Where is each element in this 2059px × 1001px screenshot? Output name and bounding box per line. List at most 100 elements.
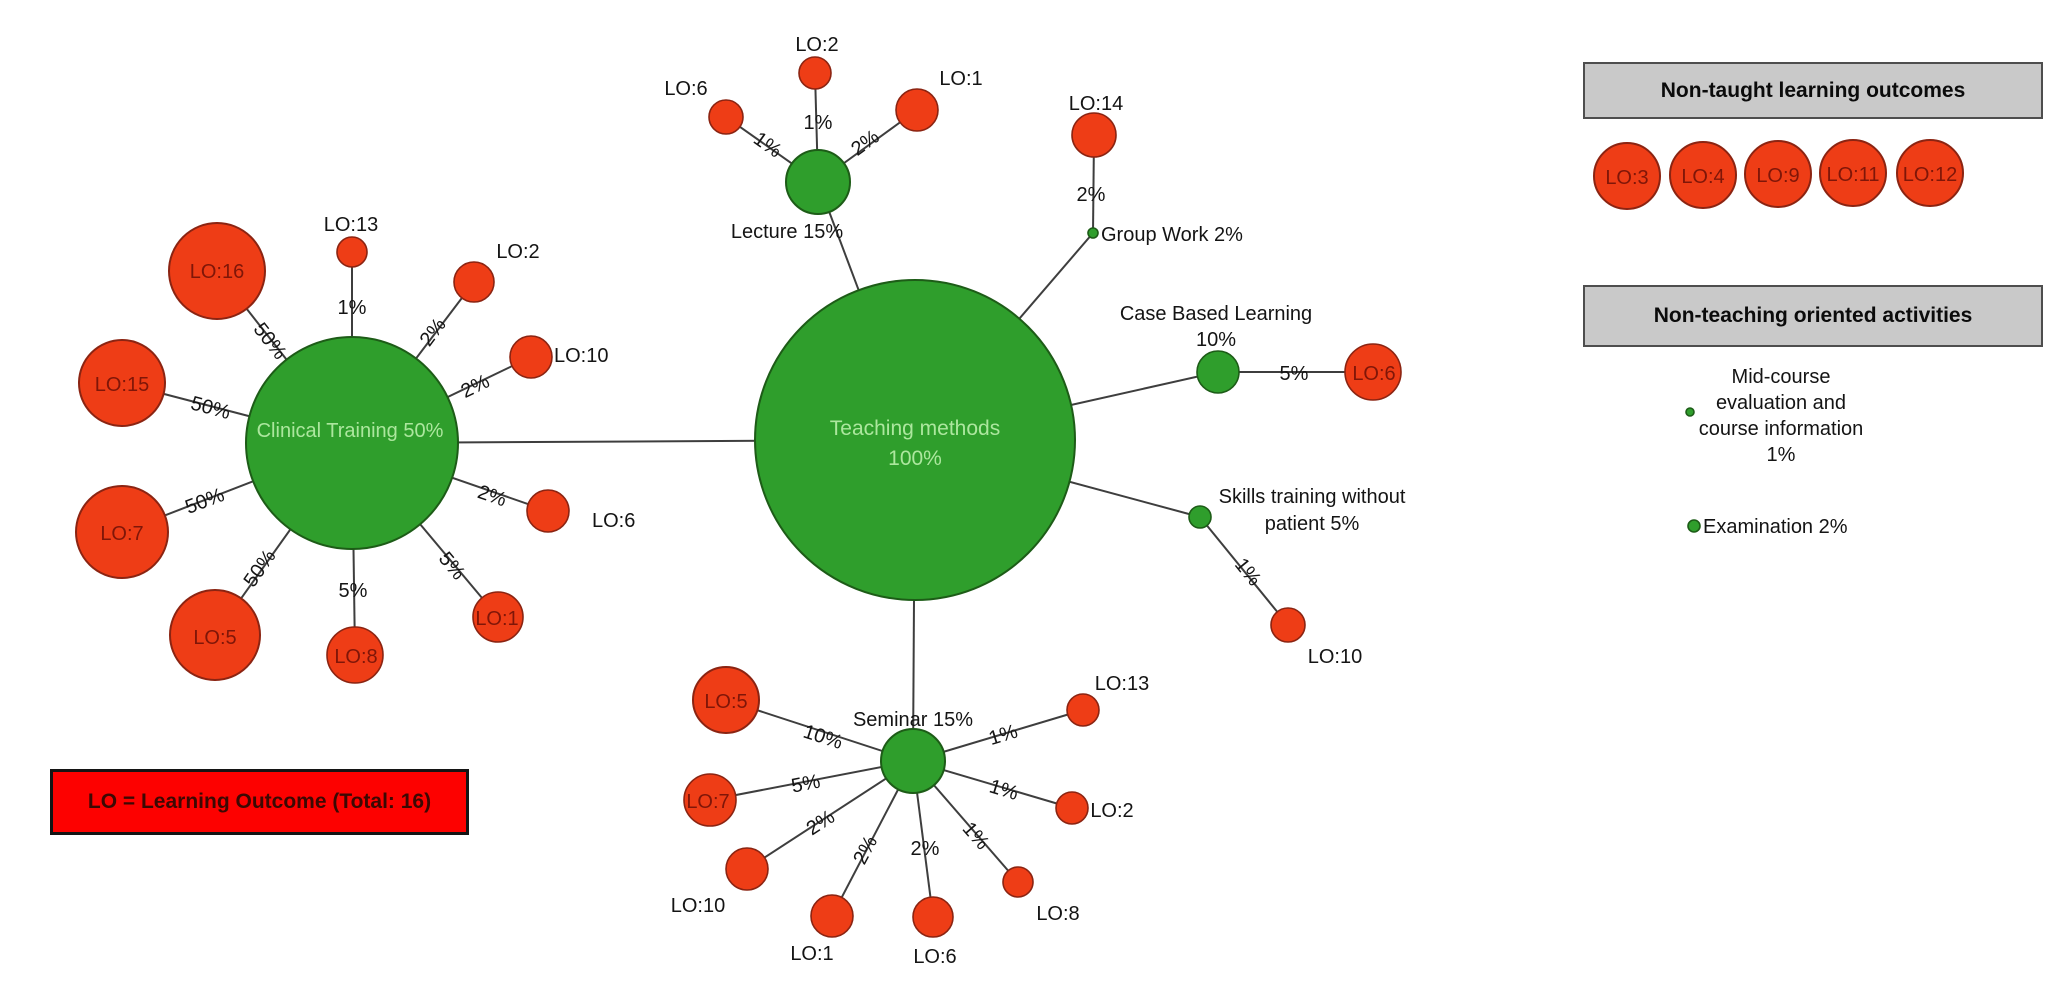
label-sem-lo7: LO:7 [686,791,729,813]
label-nt-lo11: LO:11 [1827,164,1880,186]
label-cbl-lo6: LO:6 [1352,363,1395,385]
label-lecture: Lecture 15% [731,221,844,243]
node-sem-lo2 [1055,791,1089,825]
label-lec-lo6: LO:6 [664,78,707,100]
non-teaching-header-text: Non-teaching oriented activities [1653,304,1973,327]
label-case-based: Case Based Learning [1120,303,1312,325]
label-gw-lo14: LO:14 [1069,93,1123,115]
label-ct-lo10: LO:10 [554,345,608,367]
pct-ct-lo8: 5% [339,580,368,602]
node-lecture [785,149,851,215]
node-skills-training [1188,505,1212,529]
node-sem-lo7 [683,773,737,827]
label-case-based-pct: 10% [1196,329,1236,351]
label-nt-lo4: LO:4 [1681,166,1724,188]
label-sem-lo2: LO:2 [1090,800,1133,822]
label-lec-lo2: LO:2 [795,34,838,56]
node-sem-lo8 [1002,866,1034,898]
node-ct-lo5 [169,589,261,681]
node-ct-lo1 [472,591,524,643]
node-clinical-training [245,336,459,550]
node-lec-lo2 [798,56,832,90]
label-sem-lo13: LO:13 [1095,673,1149,695]
label-ct-lo7: LO:7 [100,523,143,545]
node-sem-lo1 [810,894,854,938]
node-ct-lo6 [526,489,570,533]
pct-ct-lo15: 50% [188,392,233,424]
node-group-work [1087,227,1099,239]
edge-skills-training-st-lo10 [1199,516,1289,626]
label-ct-lo15: LO:15 [95,374,149,396]
label-nt-lo9: LO:9 [1756,165,1799,187]
node-sem-lo6 [912,896,954,938]
label-ct-lo13: LO:13 [324,214,378,236]
label-clinical-training: Clinical Training 50% [257,420,444,442]
pct-sem-lo1: 2% [849,832,882,868]
label-st-lo10: LO:10 [1308,646,1362,668]
midcourse-text-block: Mid-course evaluation and course informa… [1641,364,1921,468]
label-nt-lo12: LO:12 [1903,164,1957,186]
pct-ct-lo7: 50% [182,484,227,519]
pct-ct-lo13: 1% [338,297,367,319]
label-ct-lo16: LO:16 [190,261,244,283]
pct-lec-lo2: 1% [804,112,833,134]
node-cbl-lo6 [1344,343,1402,401]
label-sem-lo5: LO:5 [704,691,747,713]
node-ct-lo8 [326,626,384,684]
node-nt-lo3 [1593,142,1661,210]
pct-sem-lo5: 10% [800,721,845,754]
pct-gw-lo14: 2% [1077,184,1106,206]
pct-sem-lo2: 1% [987,776,1021,806]
label-ct-lo6: LO:6 [592,510,635,532]
label-sem-lo1: LO:1 [790,943,833,965]
label-ct-lo8: LO:8 [334,646,377,668]
label-teaching-methods: Teaching methods [830,417,1000,440]
node-midcourse-dot [1685,407,1695,417]
pct-ct-lo10: 2% [458,370,494,403]
node-nt-lo11 [1819,139,1887,207]
pct-cbl-lo6: 5% [1280,363,1309,385]
label-sem-lo10: LO:10 [671,895,725,917]
non-taught-header: Non-taught learning outcomes [1583,62,2043,119]
label-ct-lo2: LO:2 [496,241,539,263]
node-nt-lo12 [1896,139,1964,207]
node-sem-lo13 [1066,693,1100,727]
pct-sem-lo13: 1% [986,720,1020,750]
pct-ct-lo1: 5% [434,548,470,584]
pct-sem-lo6: 2% [911,838,940,860]
node-ct-lo7 [75,485,169,579]
node-ct-lo13 [336,236,368,268]
node-lec-lo6 [708,99,744,135]
midcourse-line-4: 1% [1766,444,1796,466]
node-examination-dot [1687,519,1701,533]
node-gw-lo14 [1071,112,1117,158]
node-nt-lo9 [1744,140,1812,208]
label-ct-lo5: LO:5 [193,627,236,649]
node-seminar [880,728,946,794]
legend-text: LO = Learning Outcome (Total: 16) [87,790,432,813]
node-nt-lo4 [1669,141,1737,209]
node-ct-lo10 [509,335,553,379]
midcourse-line-3: course information [1698,418,1864,440]
label-sem-lo6: LO:6 [913,946,956,968]
label-sem-lo8: LO:8 [1036,903,1079,925]
node-lec-lo1 [895,88,939,132]
label-group-work: Group Work 2% [1101,224,1243,246]
node-teaching-methods [754,279,1076,601]
pct-ct-lo6: 2% [475,481,510,511]
label-seminar: Seminar 15% [853,709,973,731]
non-taught-header-text: Non-taught learning outcomes [1660,78,1966,102]
examination-text: Examination 2% [1703,516,1848,538]
node-ct-lo2 [453,261,495,303]
node-sem-lo10 [725,847,769,891]
legend-box: LO = Learning Outcome (Total: 16) [50,769,469,835]
node-ct-lo16 [168,222,266,320]
node-ct-lo15 [78,339,166,427]
label-lec-lo1: LO:1 [939,68,982,90]
non-teaching-header: Non-teaching oriented activities [1583,285,2043,347]
label-skills-2: patient 5% [1265,513,1360,535]
node-st-lo10 [1270,607,1306,643]
midcourse-line-1: Mid-course [1731,366,1831,388]
